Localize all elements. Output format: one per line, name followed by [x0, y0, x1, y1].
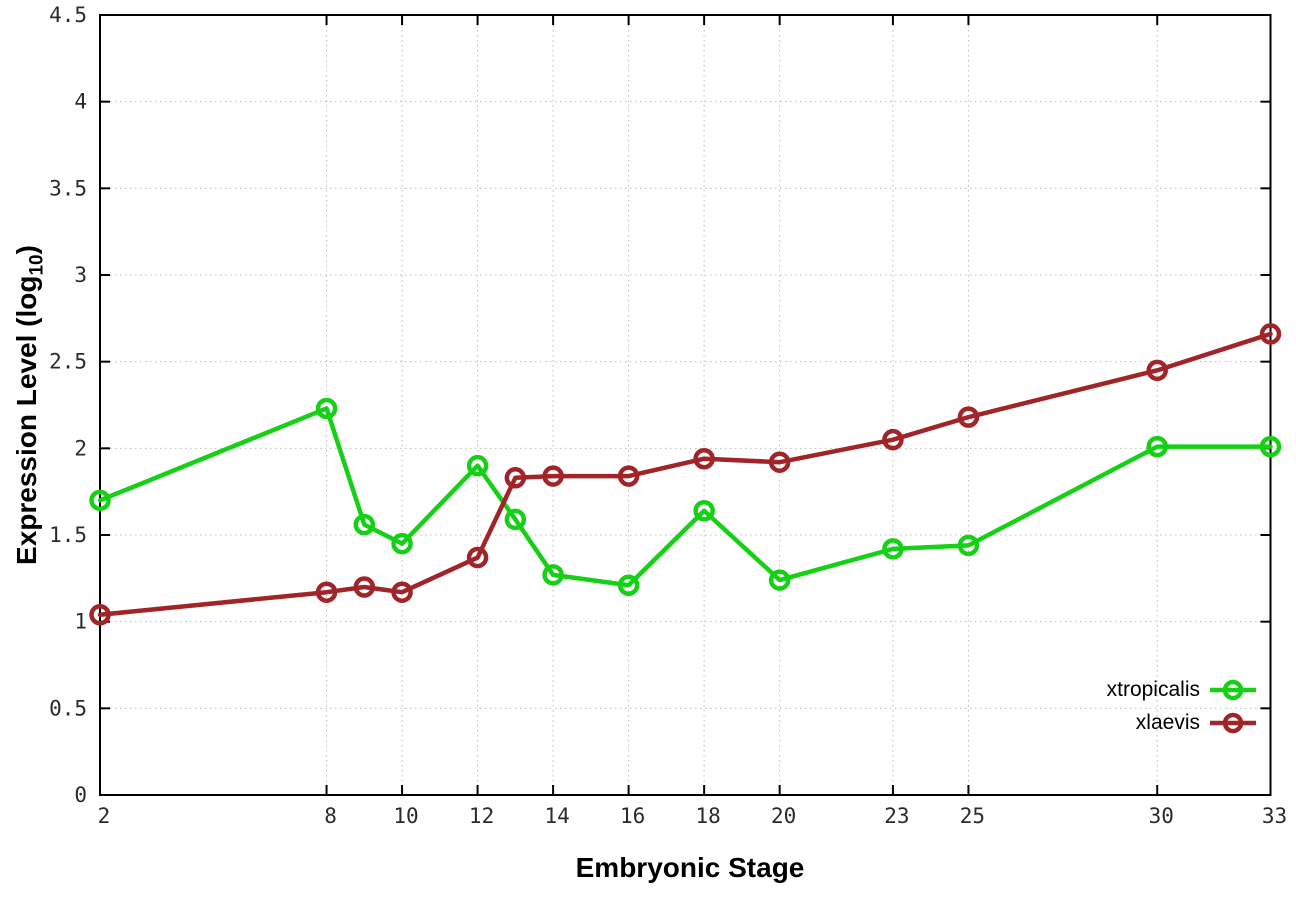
- y-tick-label-3: 3: [74, 263, 87, 287]
- series-point-xlaevis-stage-12: [466, 546, 489, 569]
- legend-sample-xtropicalis: [1210, 679, 1256, 700]
- series-point-xlaevis-stage-14: [542, 465, 564, 487]
- series-point-xtropicalis-stage-8: [315, 397, 338, 420]
- x-tick-label-16: 16: [620, 804, 645, 828]
- series-point-xtropicalis-stage-9: [353, 513, 376, 536]
- series-point-xtropicalis-stage-25: [957, 534, 980, 557]
- legend-point-sample: [1222, 712, 1244, 733]
- series-point-xlaevis-stage-20: [768, 451, 791, 473]
- y-tick-label-0: 0: [74, 783, 87, 807]
- legend-label-xtropicalis: xtropicalis: [1106, 677, 1200, 701]
- legend-point-sample: [1222, 679, 1244, 700]
- y-axis-title-subscript: 10: [26, 254, 48, 276]
- legend-row-xlaevis: xlaevis: [1107, 706, 1256, 739]
- legend-label-xlaevis: xlaevis: [1135, 710, 1200, 734]
- y-tick-label-0.5: 0.5: [49, 696, 87, 720]
- x-tick-label-12: 12: [469, 804, 494, 828]
- x-tick-label-20: 20: [771, 804, 796, 828]
- series-line-xlaevis: [97, 331, 1273, 617]
- series-point-xtropicalis-stage-30: [1146, 435, 1168, 458]
- series-point-xlaevis-stage-2: [89, 603, 111, 626]
- y-axis-title-close: ): [11, 245, 42, 255]
- x-tick-label-10: 10: [393, 804, 418, 828]
- legend-sample-xlaevis: [1210, 712, 1256, 733]
- series-line-xtropicalis: [97, 406, 1273, 588]
- x-tick-label-8: 8: [324, 804, 337, 828]
- x-tick-label-14: 14: [544, 804, 569, 828]
- x-tick-label-25: 25: [960, 804, 985, 828]
- series-point-xtropicalis-stage-18: [693, 499, 715, 522]
- series-point-xlaevis-stage-25: [957, 406, 980, 428]
- series-point-xlaevis-stage-18: [693, 447, 715, 470]
- y-tick-label-2: 2: [74, 436, 87, 460]
- y-tick-label-4: 4: [74, 90, 87, 114]
- series-point-xlaevis-stage-10: [391, 581, 413, 603]
- series-point-xlaevis-stage-9: [353, 576, 376, 598]
- legend: xtropicalis xlaevis: [1107, 673, 1256, 739]
- x-axis-title: Embryonic Stage: [575, 852, 805, 883]
- x-tick-label-23: 23: [884, 804, 909, 828]
- series-point-xtropicalis-stage-14: [542, 564, 564, 586]
- x-tick-label-18: 18: [695, 804, 720, 828]
- y-axis-title-text: Expression Level (log: [11, 275, 42, 565]
- series-point-xlaevis-stage-33: [1259, 323, 1282, 345]
- series-point-xlaevis-stage-13: [504, 467, 527, 489]
- series-point-xtropicalis-stage-12: [466, 454, 489, 477]
- series-point-xlaevis-stage-30: [1146, 359, 1168, 382]
- y-tick-label-3.5: 3.5: [49, 176, 87, 200]
- series-point-xtropicalis-stage-33: [1259, 435, 1282, 458]
- series-point-xtropicalis-stage-16: [617, 574, 640, 597]
- x-tick-label-2: 2: [98, 804, 111, 828]
- series-point-xtropicalis-stage-10: [391, 532, 413, 555]
- plot-border: [99, 14, 1272, 796]
- series-point-xtropicalis-stage-20: [768, 569, 791, 591]
- series-point-xlaevis-stage-8: [315, 581, 338, 603]
- y-tick-label-4.5: 4.5: [49, 3, 87, 27]
- legend-row-xtropicalis: xtropicalis: [1107, 673, 1256, 706]
- series-point-xtropicalis-stage-2: [89, 489, 111, 512]
- series-point-xlaevis-stage-16: [617, 465, 640, 487]
- y-tick-label-2.5: 2.5: [49, 350, 87, 374]
- x-tick-label-33: 33: [1262, 804, 1287, 828]
- y-tick-label-1.5: 1.5: [49, 523, 87, 547]
- y-axis-title: Expression Level (log10): [11, 245, 48, 565]
- series-point-xtropicalis-stage-13: [504, 508, 527, 531]
- series-point-xtropicalis-stage-23: [882, 538, 904, 560]
- x-tick-label-30: 30: [1149, 804, 1174, 828]
- y-tick-label-1: 1: [74, 610, 87, 634]
- series-point-xlaevis-stage-23: [882, 428, 904, 451]
